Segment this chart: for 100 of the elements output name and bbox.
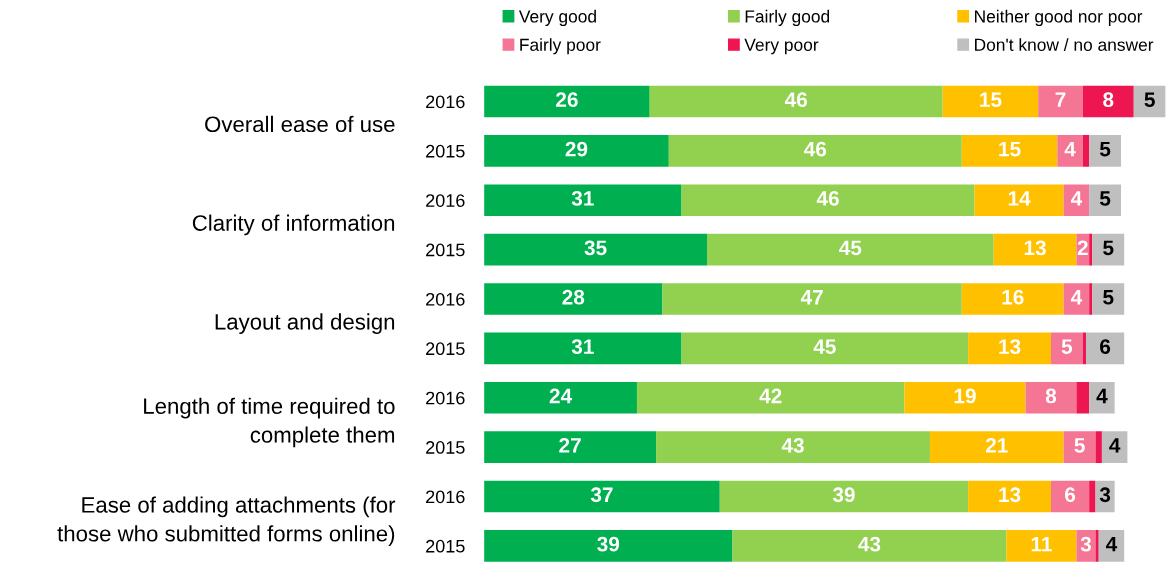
bar [1089, 381, 1115, 414]
bar [1085, 332, 1125, 365]
data-label: 11 [1031, 536, 1052, 552]
bar [974, 184, 1064, 217]
data-label: 46 [804, 141, 827, 157]
y-tick-label: 2016 [426, 391, 465, 405]
y-tick-label: 2015 [426, 441, 465, 454]
data-label: 15 [980, 92, 1002, 108]
bar [1082, 135, 1090, 167]
legend-label: Don't know / no answer [975, 38, 1154, 51]
y-tick-label: 2015 [426, 144, 465, 158]
data-label: 5 [1074, 438, 1085, 453]
data-label: 13 [1024, 240, 1046, 256]
y-tick-label: 2015 [426, 342, 465, 356]
text: Length of time required to complete them [144, 397, 395, 448]
data-label: 13 [999, 487, 1021, 503]
bar [484, 135, 669, 167]
bar [1050, 332, 1083, 365]
data-label: 4 [1109, 438, 1121, 453]
data-label: 45 [839, 240, 862, 256]
data-label: 47 [800, 290, 823, 305]
data-label: 16 [1002, 289, 1024, 305]
bar [484, 283, 663, 315]
data-label: 24 [549, 388, 573, 404]
y-tick-label: 2016 [426, 194, 465, 207]
text: Clarity of information [192, 214, 395, 236]
data-label: 5 [1103, 290, 1114, 305]
bar [993, 233, 1077, 266]
bar [649, 85, 943, 118]
data-label: 14 [1008, 191, 1031, 206]
bar [1089, 184, 1122, 217]
bar [1038, 85, 1083, 118]
data-label: 19 [954, 388, 976, 404]
data-label: 43 [858, 536, 881, 552]
y-tick-label: 2016 [426, 292, 465, 306]
data-label: 29 [565, 141, 588, 157]
bar [707, 233, 994, 266]
bar [1082, 85, 1134, 118]
data-label: 31 [571, 339, 594, 354]
bar [484, 332, 682, 365]
bar [968, 332, 1051, 365]
bar [961, 283, 1064, 315]
bar [1076, 530, 1096, 562]
bar [484, 233, 708, 266]
data-label: 4 [1096, 388, 1108, 404]
legend-label: Very good [518, 9, 596, 27]
data-label: 4 [1105, 536, 1118, 552]
bar [636, 381, 905, 414]
bar [1095, 431, 1102, 463]
data-label: 6 [1065, 487, 1076, 503]
y-tick-label: 2015 [426, 243, 465, 257]
data-label: 13 [999, 339, 1021, 354]
data-label: 2 [1077, 240, 1088, 255]
data-label: 46 [816, 191, 839, 206]
bar [484, 530, 733, 562]
bar [662, 283, 962, 315]
text: Ease of adding attachments (for those who submitted forms online) [57, 496, 396, 546]
data-label: 35 [584, 240, 607, 256]
data-label: 7 [1055, 92, 1066, 107]
data-label: 6 [1100, 339, 1111, 354]
bar [1050, 480, 1090, 513]
bar [1006, 530, 1077, 562]
bar [1063, 184, 1090, 217]
text: Layout and design [215, 313, 395, 335]
bar [1063, 283, 1090, 315]
data-label: 28 [562, 289, 585, 305]
data-label: 39 [832, 487, 855, 503]
bar [1063, 431, 1096, 463]
data-label: 4 [1070, 191, 1083, 206]
bar [968, 480, 1051, 513]
data-label: 39 [597, 536, 620, 552]
y-tick-label: 2016 [426, 490, 465, 504]
legend-label: Fairly poor [520, 38, 601, 55]
data-label: 26 [556, 92, 578, 108]
data-label: 15 [999, 141, 1021, 157]
bar [1082, 332, 1086, 365]
bar [681, 332, 969, 365]
bar [484, 381, 637, 414]
data-label: 37 [590, 487, 613, 503]
data-label: 45 [813, 339, 836, 354]
data-label: 46 [784, 92, 808, 108]
bar [484, 480, 720, 513]
bar [1089, 283, 1093, 315]
data-label: 5 [1099, 191, 1111, 206]
bar [1098, 530, 1125, 562]
bar [1095, 530, 1099, 562]
bar [1089, 135, 1122, 167]
bar [1089, 480, 1096, 513]
y-tick-label: 2016 [426, 95, 465, 109]
data-label: 5 [1144, 92, 1155, 108]
data-label: 21 [985, 437, 1008, 453]
bar [1101, 431, 1128, 463]
bar [668, 135, 962, 167]
legend-label: Very poor [744, 38, 819, 55]
bar [1025, 381, 1077, 414]
bar [904, 381, 1026, 414]
bar [942, 85, 1039, 118]
bar [681, 184, 975, 217]
data-label: 27 [559, 437, 581, 453]
bar [484, 85, 650, 118]
